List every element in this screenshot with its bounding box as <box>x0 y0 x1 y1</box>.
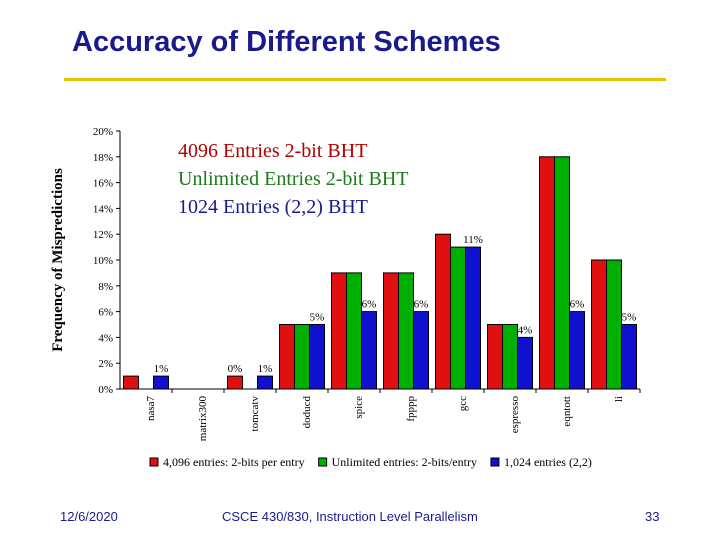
data-label: 1% <box>258 363 273 375</box>
bar-eqntott-series-2 <box>554 156 570 390</box>
bar-doducd-series-3 <box>309 324 325 390</box>
data-label: 6% <box>362 299 377 311</box>
overlay-line-3: 1024 Entries (2,2) BHT <box>178 196 368 218</box>
bar-nasa7-series-1 <box>123 375 139 390</box>
bar-nasa7-series-3 <box>153 375 169 390</box>
category-label: tomcatv <box>249 396 261 432</box>
bar-tomcatv-series-1 <box>227 375 243 390</box>
chart-data-labels: 1% 0% 1% 5% 6% 6% 11% 4% 6% 5% <box>154 234 637 375</box>
slide-date: 12/6/2020 <box>60 509 118 524</box>
data-label: 6% <box>414 299 429 311</box>
legend-label-series-2: Unlimited entries: 2-bits/entry <box>332 455 477 469</box>
slide-course: CSCE 430/830, Instruction Level Parallel… <box>222 509 478 524</box>
category-label: doducd <box>301 396 313 429</box>
legend-label-series-3: 1,024 entries (2,2) <box>504 455 592 469</box>
category-label: nasa7 <box>145 396 157 422</box>
data-label: 11% <box>463 234 483 246</box>
category-label: fpppp <box>405 396 417 422</box>
bar-doducd-series-2 <box>294 324 310 390</box>
data-label: 0% <box>228 363 243 375</box>
legend-label-series-1: 4,096 entries: 2-bits per entry <box>163 455 305 469</box>
y-tick-label: 14% <box>93 203 113 215</box>
bar-doducd-series-1 <box>279 324 295 390</box>
bar-fpppp-series-1 <box>383 272 399 390</box>
legend-swatch-series-1 <box>149 457 159 467</box>
bar-eqntott-series-1 <box>539 156 555 390</box>
overlay-line-2: Unlimited Entries 2-bit BHT <box>178 168 409 190</box>
legend-swatch-series-2 <box>318 457 328 467</box>
legend-swatch-series-3 <box>490 457 500 467</box>
category-label: matrix300 <box>197 396 209 442</box>
y-tick-label: 2% <box>98 358 113 370</box>
y-tick-label: 4% <box>98 332 113 344</box>
y-axis-title: Frequency of Mispredictions <box>50 168 66 352</box>
bar-li-series-2 <box>606 259 622 390</box>
bar-spice-series-2 <box>346 272 362 390</box>
slide-title: Accuracy of Different Schemes <box>72 26 501 58</box>
bar-espresso-series-2 <box>502 324 518 390</box>
bar-spice-series-1 <box>331 272 347 390</box>
y-tick-label: 20% <box>93 126 113 138</box>
title-underline <box>64 78 666 81</box>
bar-li-series-1 <box>591 259 607 390</box>
overlay-line-1: 4096 Entries 2-bit BHT <box>178 140 367 162</box>
chart-x-categories: nasa7 matrix300 tomcatv doducd spice fpppp gcc… <box>145 389 641 442</box>
data-label: 5% <box>622 312 637 324</box>
chart-y-ticks: 0% 2% 4% 6% 8% 10% 12% 14% 16% 18% 20% <box>93 126 120 396</box>
bar-eqntott-series-3 <box>569 311 585 390</box>
data-label: 1% <box>154 363 169 375</box>
category-label: spice <box>353 396 365 419</box>
bar-gcc-series-1 <box>435 233 451 390</box>
bar-fpppp-series-3 <box>413 311 429 390</box>
category-label: espresso <box>509 396 521 434</box>
data-label: 4% <box>518 324 533 336</box>
category-label: li <box>613 396 625 402</box>
bar-fpppp-series-2 <box>398 272 414 390</box>
data-label: 5% <box>310 312 325 324</box>
bar-gcc-series-3 <box>465 246 481 390</box>
category-label: eqntott <box>561 396 573 427</box>
bar-gcc-series-2 <box>450 246 466 390</box>
y-tick-label: 8% <box>98 281 113 293</box>
bar-tomcatv-series-3 <box>257 375 273 390</box>
chart-bars <box>123 156 637 390</box>
y-tick-label: 6% <box>98 307 113 319</box>
y-tick-label: 18% <box>93 152 113 164</box>
bar-espresso-series-3 <box>517 336 533 390</box>
y-tick-label: 0% <box>98 384 113 396</box>
y-tick-label: 10% <box>93 255 113 267</box>
chart-legend: 4,096 entries: 2-bits per entry Unlimited… <box>149 455 592 469</box>
slide-page-number: 33 <box>645 509 660 524</box>
y-tick-label: 12% <box>93 229 113 241</box>
bar-espresso-series-1 <box>487 324 503 390</box>
y-tick-label: 16% <box>93 178 113 190</box>
category-label: gcc <box>457 396 469 411</box>
bar-li-series-3 <box>621 324 637 390</box>
data-label: 6% <box>570 299 585 311</box>
bar-spice-series-3 <box>361 311 377 390</box>
